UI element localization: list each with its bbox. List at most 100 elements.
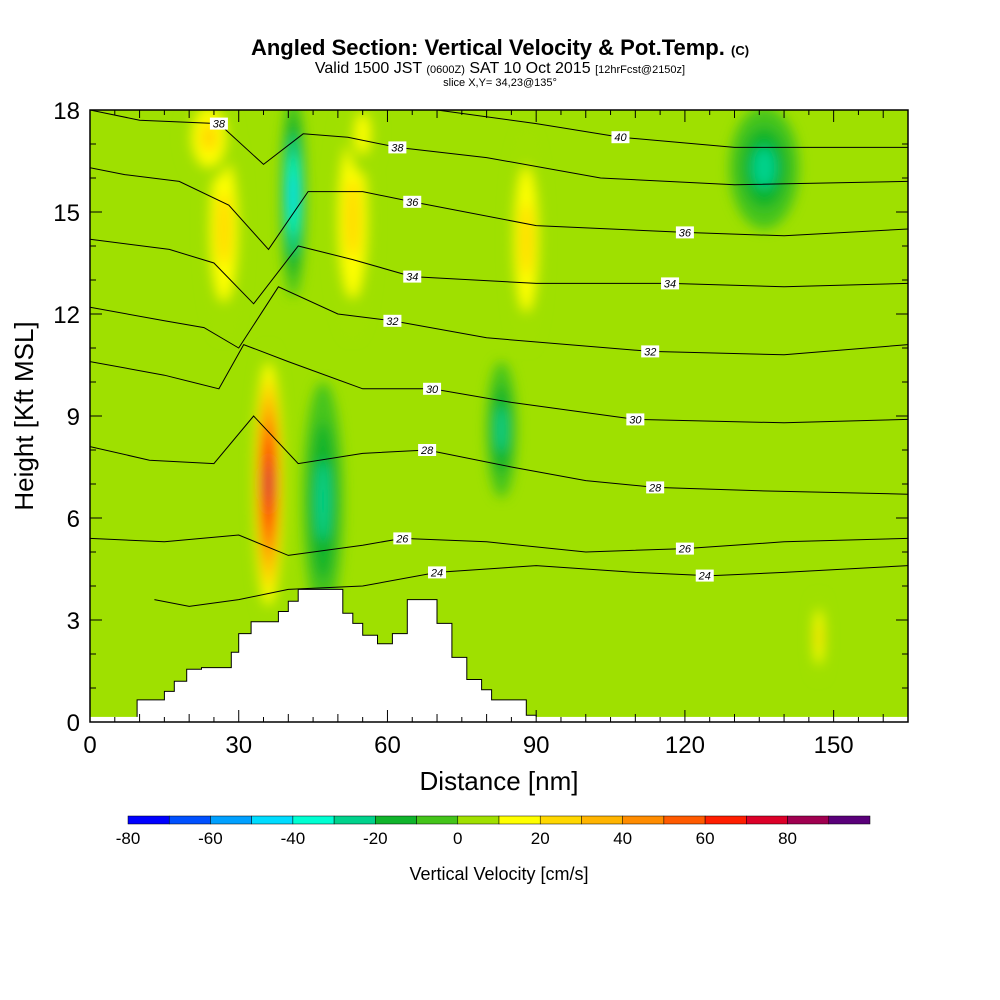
- x-axis: 0 30 60 90 120 150: [83, 110, 909, 759]
- velocity-warm-top-mid-level-1: [355, 113, 371, 155]
- isentrope-label-30-1: 30: [629, 414, 642, 426]
- velocity-warm-band-east-level-2: [520, 202, 533, 276]
- colorbar-label-40: 40: [613, 829, 632, 848]
- velocity-warm-band-west-level-2: [217, 192, 231, 266]
- isentrope-label-bg-28-0: [418, 444, 437, 456]
- isentrope-label-bg-40-0: [611, 131, 630, 144]
- colorbar-swatch-20: [539, 815, 582, 825]
- colorbar-swatch--30: [333, 815, 376, 825]
- isentrope-label-36-0: 36: [406, 197, 419, 209]
- colorbar-swatch--20: [375, 815, 417, 825]
- colorbar-label--60: -60: [198, 829, 223, 848]
- subtitle-zulu: (0600Z): [426, 64, 465, 76]
- colorbar-swatch--50: [251, 815, 294, 825]
- isentrope-label-bg-24-1: [695, 569, 714, 582]
- y-tick-label-6: 6: [67, 506, 80, 533]
- colorbar-swatch--10: [416, 815, 459, 825]
- y-tick-label-0: 0: [67, 710, 80, 737]
- y-tick-label-18: 18: [53, 98, 80, 125]
- colorbar-swatch-40: [622, 815, 665, 825]
- isentrope-label-40-0: 40: [614, 132, 627, 144]
- isentrope-label-bg-32-1: [641, 345, 660, 358]
- velocity-down-mid-east-level-2: [496, 406, 507, 453]
- colorbar-label-60: 60: [696, 829, 715, 848]
- isentrope-label-32-1: 32: [644, 346, 656, 358]
- isentrope-label-bg-38-1: [388, 141, 407, 154]
- velocity-down-top-east-level-2: [752, 147, 776, 189]
- colorbar-label--20: -20: [363, 829, 388, 848]
- isentrope-label-bg-38-0: [209, 117, 228, 130]
- isentrope-label-bg-24-0: [428, 566, 447, 579]
- isentrope-label-38-1: 38: [391, 142, 404, 154]
- isentrope-label-bg-36-1: [675, 226, 694, 239]
- isentrope-38: [90, 110, 908, 186]
- colorbar-swatch--80: [127, 815, 170, 825]
- isentrope-label-bg-32-0: [383, 314, 402, 327]
- subtitle-forecast: [12hrFcst@2150z]: [595, 64, 686, 76]
- isentrope-label-26-1: 26: [678, 544, 692, 556]
- isentrope-label-28-0: 28: [420, 445, 434, 457]
- y-tick-label-9: 9: [67, 404, 80, 431]
- colorbar: -80 -60 -40 -20 0 20 40 60 80: [116, 815, 871, 848]
- slice-label: slice X,Y= 34,23@135°: [443, 77, 557, 89]
- colorbar-title: Vertical Velocity [cm/s]: [409, 864, 588, 884]
- colorbar-label--40: -40: [281, 829, 306, 848]
- isentrope-label-36-1: 36: [679, 227, 692, 239]
- colorbar-swatch-70: [746, 815, 788, 825]
- colorbar-swatch-30: [581, 815, 623, 825]
- isentrope-label-34-0: 34: [406, 272, 418, 284]
- isentrope-30: [90, 343, 908, 424]
- isentrope-label-bg-26-1: [675, 542, 694, 555]
- isentrope-labels: 24 24 26 26 28 28 30 30 32 32 34 34 36 36 38 38 40: [209, 117, 714, 583]
- colorbar-swatch--70: [168, 815, 211, 825]
- y-axis-title: Height [Kft MSL]: [9, 321, 39, 510]
- subtitle-date: SAT 10 Oct 2015: [469, 60, 591, 77]
- isentrope-label-38-0: 38: [213, 119, 226, 131]
- colorbar-swatch--60: [210, 815, 252, 825]
- x-tick-label-60: 60: [374, 732, 401, 759]
- velocity-warm-band-mid-level-2: [345, 179, 360, 259]
- plot-clip-group: 24 24 26 26 28 28 30 30 32 32 34 34 36 36 38 38 40: [90, 110, 908, 722]
- isentrope-label-bg-26-0: [393, 532, 412, 545]
- colorbar-label-0: 0: [453, 829, 462, 848]
- x-tick-label-90: 90: [523, 732, 550, 759]
- isentrope-label-34-1: 34: [664, 278, 676, 290]
- x-tick-label-30: 30: [225, 732, 252, 759]
- velocity-warm-top-west-level-2: [200, 122, 218, 152]
- isentrope-34: [90, 238, 908, 305]
- velocity-down-low-lee-level-2: [316, 461, 330, 541]
- isentrope-36: [90, 167, 908, 251]
- isentrope-label-24-0: 24: [430, 567, 443, 579]
- velocity-downdraft-lee-level-4: [290, 174, 296, 216]
- isentrope-label-26-0: 26: [395, 533, 409, 545]
- velocity-warm-low-east-level-2: [816, 623, 822, 651]
- y-tick-label-12: 12: [53, 302, 80, 329]
- isentrope-label-32-0: 32: [386, 316, 398, 328]
- colorbar-swatch-60: [704, 815, 747, 825]
- isentrope-label-bg-36-0: [403, 195, 422, 208]
- chart-title-unit: (C): [731, 43, 750, 58]
- y-tick-label-15: 15: [53, 200, 80, 227]
- x-tick-label-0: 0: [83, 732, 96, 759]
- isentrope-label-bg-34-0: [403, 270, 422, 283]
- colorbar-swatch-80: [787, 815, 830, 825]
- isentrope-28: [90, 415, 908, 495]
- isentrope-label-28-1: 28: [648, 482, 662, 494]
- x-axis-title: Distance [nm]: [420, 766, 579, 796]
- chart-title-text: Angled Section: Vertical Velocity & Pot.…: [250, 35, 725, 60]
- chart-subtitle: Valid 1500 JST (0600Z) SAT 10 Oct 2015 […: [0, 60, 1000, 78]
- chart-title: Angled Section: Vertical Velocity & Pot.…: [0, 35, 1000, 61]
- y-tick-label-3: 3: [67, 608, 80, 635]
- velocity-updraft-core-level-8: [266, 468, 271, 500]
- colorbar-label--80: -80: [116, 829, 141, 848]
- colorbar-swatch-90: [828, 815, 871, 825]
- x-tick-label-150: 150: [814, 732, 854, 759]
- isentrope-label-bg-28-1: [646, 481, 665, 494]
- isentrope-label-bg-34-1: [661, 277, 680, 290]
- colorbar-swatch-10: [498, 815, 541, 825]
- colorbar-swatch-50: [663, 815, 706, 825]
- colorbar-label-20: 20: [531, 829, 550, 848]
- subtitle-valid: Valid 1500 JST: [314, 60, 422, 77]
- colorbar-label-80: 80: [778, 829, 797, 848]
